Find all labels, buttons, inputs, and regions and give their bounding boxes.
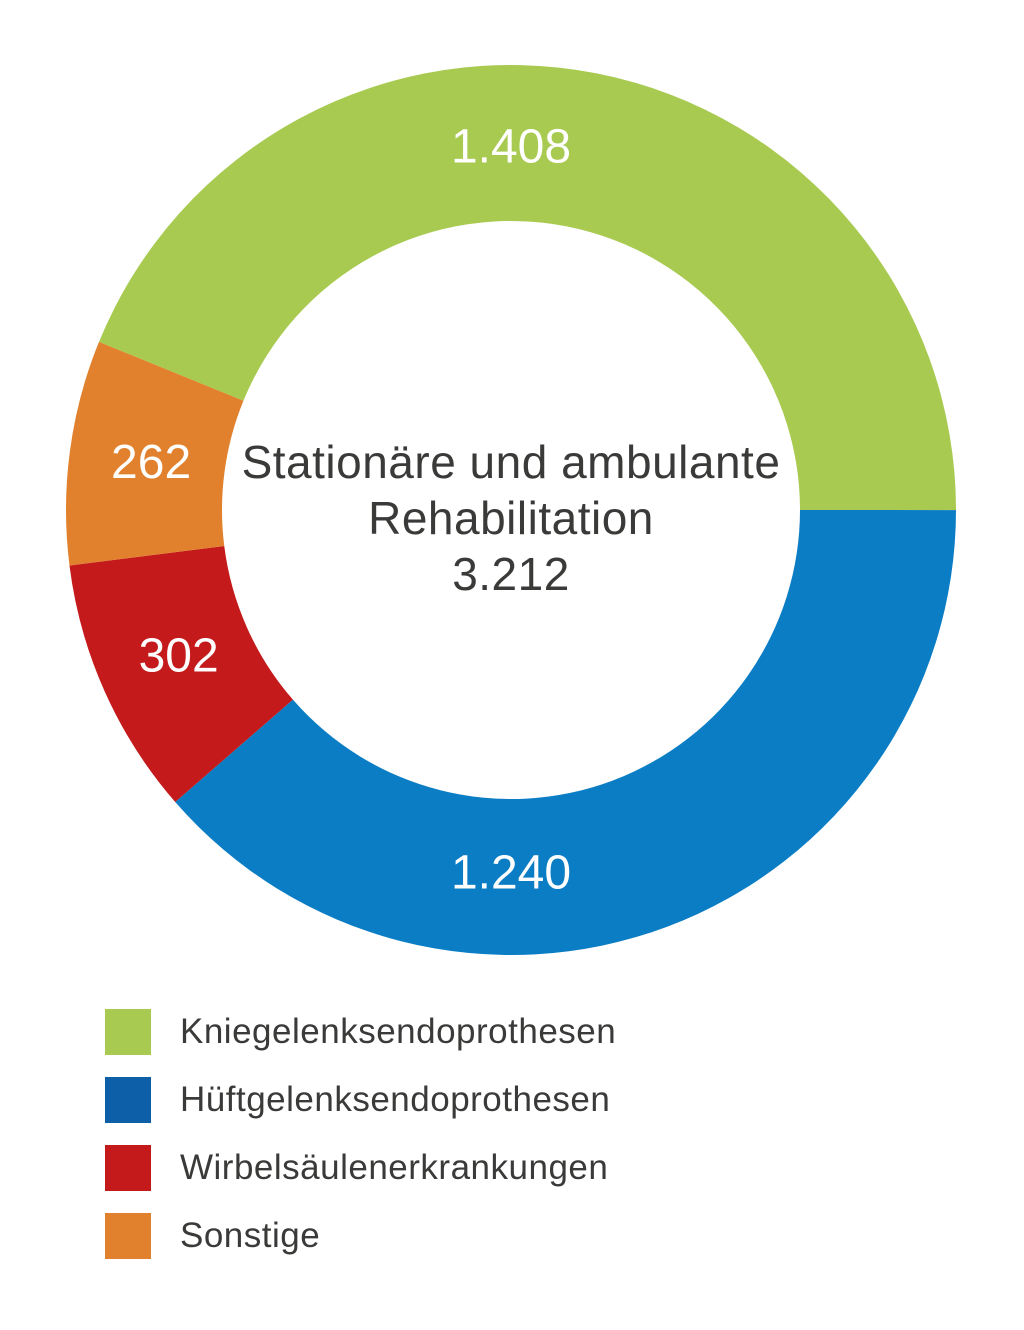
legend-item-3: Sonstige bbox=[105, 1213, 616, 1259]
center-title-line1: Stationäre und ambulante bbox=[241, 436, 781, 488]
segment-value-label-3: 262 bbox=[111, 436, 191, 489]
legend-label-0: Kniegelenksendoprothesen bbox=[180, 1012, 617, 1051]
segment-value-label-2: 302 bbox=[139, 629, 219, 682]
chart-center-label: Stationäre und ambulante Rehabilitation … bbox=[0, 434, 1022, 602]
center-title-line2: Rehabilitation bbox=[368, 492, 654, 544]
chart-legend: Kniegelenksendoprothesen Hüftgelenksendop… bbox=[105, 1009, 616, 1281]
center-total-value: 3.212 bbox=[452, 548, 570, 600]
segment-value-label-1: 1.240 bbox=[451, 847, 571, 900]
legend-swatch-2 bbox=[105, 1145, 151, 1191]
legend-item-0: Kniegelenksendoprothesen bbox=[105, 1009, 616, 1055]
donut-segment-3 bbox=[65, 341, 244, 566]
legend-item-1: Hüftgelenksendoprothesen bbox=[105, 1077, 616, 1123]
segment-value-label-0: 1.408 bbox=[451, 121, 571, 174]
donut-segment-0 bbox=[98, 64, 956, 511]
legend-swatch-3 bbox=[105, 1213, 151, 1259]
donut-segment-1 bbox=[175, 510, 957, 956]
legend-swatch-0 bbox=[105, 1009, 151, 1055]
donut-segment-2 bbox=[69, 546, 293, 803]
legend-label-3: Sonstige bbox=[180, 1216, 321, 1255]
legend-label-1: Hüftgelenksendoprothesen bbox=[180, 1080, 611, 1119]
legend-item-2: Wirbelsäulenerkrankungen bbox=[105, 1145, 616, 1191]
legend-swatch-1 bbox=[105, 1077, 151, 1123]
legend-label-2: Wirbelsäulenerkrankungen bbox=[180, 1148, 609, 1187]
